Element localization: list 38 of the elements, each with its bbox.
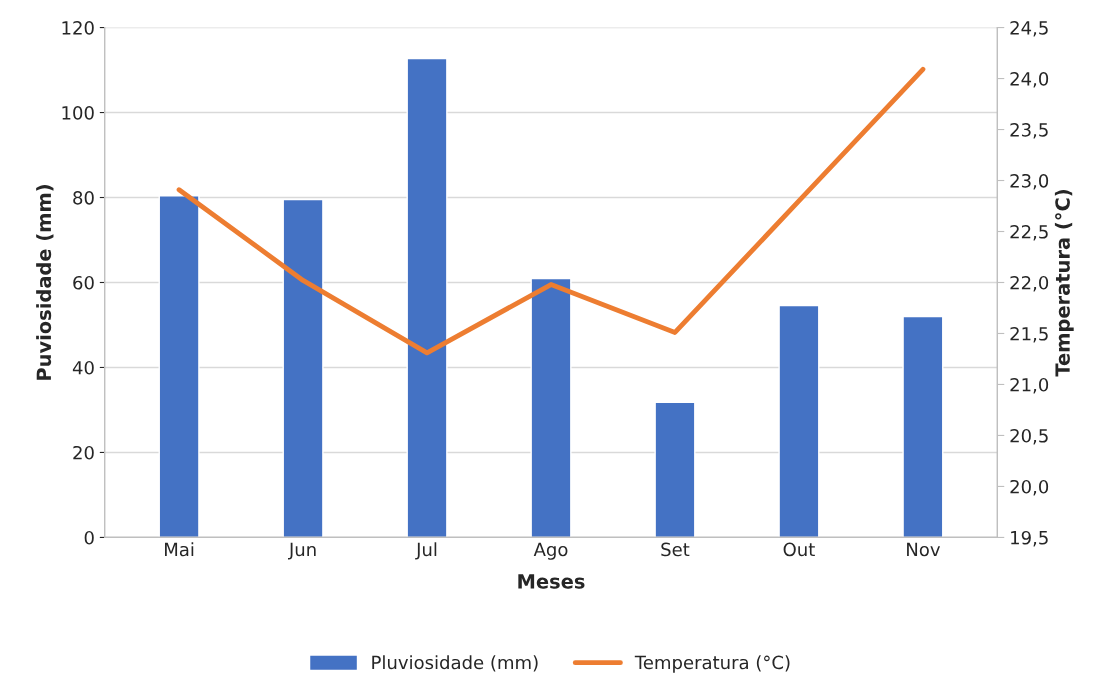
y2-tick-label: 19,5	[1011, 530, 1048, 547]
bar	[158, 195, 200, 538]
y-tick-label: 100	[62, 106, 94, 120]
y2-tick-label: 21,5	[1010, 326, 1048, 343]
y2-tick-label: 20,5	[1010, 428, 1048, 445]
y-tick-label: 40	[72, 360, 94, 375]
y2-tick-label: 24,0	[1010, 72, 1049, 88]
y2-tick-label: 22,0	[1010, 275, 1049, 292]
x-axis-title: Meses	[518, 574, 585, 589]
y2-axis-title: Temperatura (°C)	[1054, 189, 1074, 377]
y2-tick-label: 21,0	[1010, 377, 1049, 394]
y-axis-title: Puviosidade (mm)	[36, 185, 54, 380]
y2-tick-label: 20,0	[1010, 479, 1049, 496]
y-tick-label: 120	[62, 21, 94, 35]
x-tick-label: Mai	[165, 542, 194, 557]
x-tick-label: Nov	[907, 542, 940, 557]
x-tick-label: Ago	[533, 542, 568, 560]
bar	[406, 57, 448, 538]
y-tick-label: 0	[84, 530, 94, 545]
y-tick-label: 80	[73, 190, 94, 205]
bar	[530, 277, 572, 538]
y2-tick-label: 24,5	[1010, 21, 1048, 37]
bar	[282, 198, 324, 538]
x-tick-label: Out	[783, 542, 815, 557]
legend-label: Pluviosidade (mm)	[372, 655, 538, 672]
bar	[654, 401, 696, 538]
y-tick-label: 60	[73, 275, 94, 290]
line-series	[176, 66, 926, 356]
bar	[778, 304, 820, 538]
x-tick-label: Set	[661, 542, 690, 557]
y-tick-label: 20	[73, 445, 94, 460]
bar	[902, 315, 944, 538]
legend-label: Temperatura (°C)	[634, 655, 790, 673]
x-tick-label: Jul	[415, 542, 437, 560]
y2-tick-label: 23,5	[1010, 122, 1048, 139]
y2-tick-label: 23,0	[1010, 173, 1049, 190]
y2-tick-label: 22,5	[1010, 224, 1048, 241]
x-tick-label: Jun	[288, 542, 316, 560]
